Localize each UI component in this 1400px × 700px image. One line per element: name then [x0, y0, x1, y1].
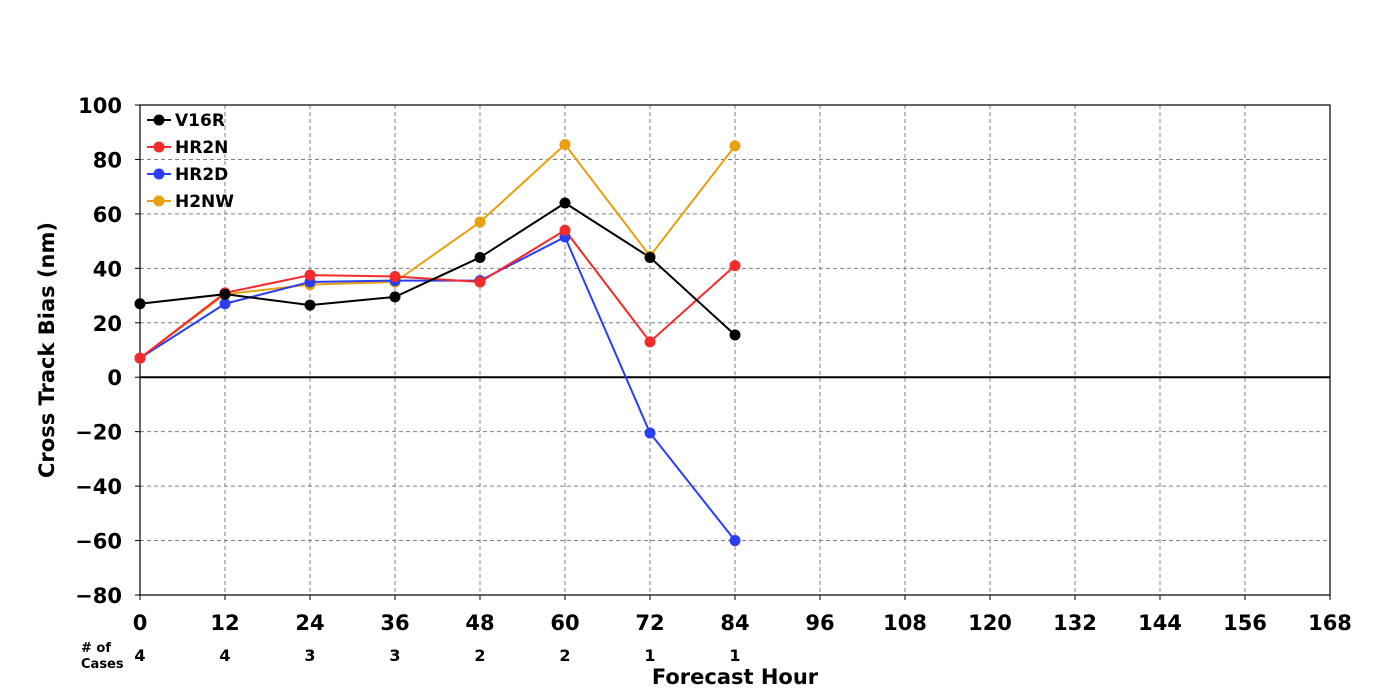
case-count: 4: [134, 646, 145, 665]
point-v16r: [304, 299, 316, 311]
point-hr2n: [389, 271, 401, 282]
y-axis-ticks: 100 80 60 40 20 0 −20 −40 −60 −80: [75, 94, 140, 608]
point-hr2n: [474, 276, 486, 288]
point-h2nw: [474, 216, 486, 228]
case-count: 2: [474, 646, 485, 665]
x-tick-label: 96: [805, 611, 834, 635]
x-tick-label: 12: [210, 611, 239, 635]
y-tick-label: −20: [75, 421, 122, 445]
x-tick-label: 0: [133, 611, 148, 635]
point-hr2n: [559, 224, 571, 236]
case-count: 3: [304, 646, 315, 665]
series-line-v16r: [139, 201, 736, 336]
x-tick-label: 72: [635, 611, 664, 635]
point-hr2n: [304, 269, 316, 281]
y-tick-label: −60: [75, 530, 122, 554]
cases-label-line2: Cases: [81, 657, 124, 672]
case-count: 3: [389, 646, 400, 665]
x-tick-label: 60: [550, 611, 579, 635]
x-axis-label: Forecast Hour: [652, 665, 819, 689]
x-tick-label: 108: [883, 611, 927, 635]
legend: V16R HR2N HR2D H2NW: [147, 111, 234, 212]
x-axis-ticks: 0 12 24 36 48 60 72 84 96 108 120 132 144 156 168: [133, 595, 1352, 635]
x-tick-label: 168: [1308, 611, 1352, 635]
x-tick-label: 24: [295, 611, 324, 635]
point-hr2d: [729, 535, 741, 547]
point-h2nw: [729, 140, 741, 152]
x-tick-label: 144: [1138, 611, 1182, 635]
point-v16r: [729, 329, 741, 341]
point-v16r: [134, 298, 146, 310]
legend-label-v16r: V16R: [175, 111, 225, 131]
point-v16r: [474, 251, 486, 263]
x-tick-label: 132: [1053, 611, 1097, 635]
y-axis-label: Cross Track Bias (nm): [35, 222, 59, 478]
legend-label-h2nw: H2NW: [175, 192, 234, 212]
y-tick-label: −80: [75, 584, 122, 608]
x-tick-label: 84: [720, 611, 749, 635]
point-hr2d: [219, 298, 231, 310]
y-tick-label: −40: [75, 475, 122, 499]
case-count: 4: [219, 646, 230, 665]
case-count: 2: [559, 646, 570, 665]
case-counts: 4 4 3 3 2 2 1 1: [134, 646, 740, 665]
point-hr2n: [644, 336, 656, 348]
legend-marker-h2nw: [153, 195, 165, 207]
point-hr2n: [134, 352, 146, 364]
y-tick-label: 0: [107, 366, 122, 390]
point-hr2d: [644, 427, 656, 439]
point-v16r: [219, 288, 231, 300]
y-tick-label: 80: [93, 148, 122, 172]
series-line-h2nw: [139, 142, 736, 359]
legend-marker-hr2n: [153, 141, 165, 153]
case-count: 1: [729, 646, 740, 665]
cases-label-line1: # of: [81, 641, 111, 656]
legend-marker-v16r: [153, 114, 165, 126]
point-v16r: [389, 291, 401, 303]
legend-label-hr2d: HR2D: [175, 165, 228, 185]
x-tick-label: 120: [968, 611, 1012, 635]
point-v16r: [559, 197, 571, 209]
y-tick-label: 100: [78, 94, 122, 118]
y-tick-label: 40: [93, 257, 122, 281]
case-count: 1: [644, 646, 655, 665]
y-tick-label: 20: [93, 312, 122, 336]
legend-marker-hr2d: [153, 168, 165, 180]
x-tick-label: 36: [380, 611, 409, 635]
point-hr2n: [729, 260, 741, 272]
grid-lines: [139, 104, 1331, 596]
y-tick-label: 60: [93, 203, 122, 227]
series-line-hr2n: [139, 228, 736, 359]
legend-label-hr2n: HR2N: [175, 138, 228, 158]
series-line-hr2d: [139, 235, 736, 542]
point-h2nw: [559, 138, 571, 150]
series-lines: [134, 138, 741, 547]
point-v16r: [644, 251, 656, 263]
x-tick-label: 156: [1223, 611, 1267, 635]
x-tick-label: 48: [465, 611, 494, 635]
